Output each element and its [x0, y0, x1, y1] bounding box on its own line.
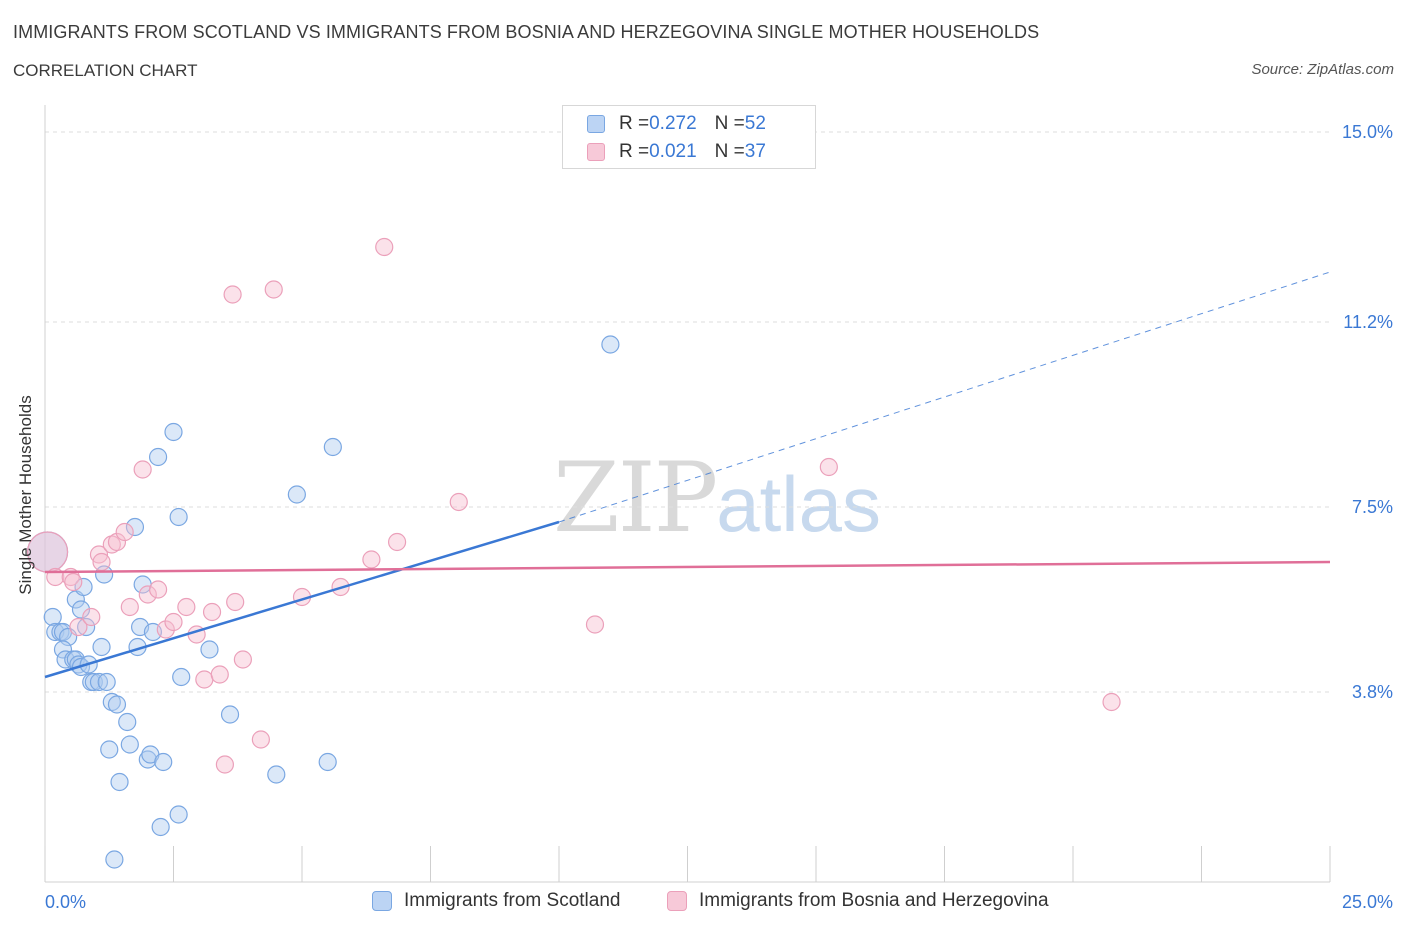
bosnia-point: [449, 492, 468, 512]
bosnia-point: [387, 532, 407, 552]
bosnia-point: [82, 607, 101, 627]
bosnia-point: [120, 597, 139, 617]
watermark-zip: ZIP: [553, 442, 718, 554]
scotland-point: [220, 705, 240, 724]
bosnia-point: [133, 460, 152, 479]
scotland-point: [267, 765, 286, 784]
bottom-legend-bosnia[interactable]: Immigrants from Bosnia and Herzegovina: [667, 890, 1049, 912]
bottom-legend-swatch-bosnia: [667, 891, 687, 911]
bosnia-point: [233, 650, 252, 669]
scotland-point: [74, 577, 93, 597]
legend-swatch-bosnia: [587, 143, 605, 161]
scotland-point: [92, 637, 111, 657]
bottom-legend: Immigrants from Scotland Immigrants from…: [0, 890, 1406, 916]
legend-n-value-scotland: 52: [744, 113, 766, 134]
legend-n-value-bosnia: 37: [744, 141, 766, 162]
scotland-point: [118, 712, 137, 732]
chart-subtitle: CORRELATION CHART: [13, 61, 198, 80]
watermark: ZIPatlas: [553, 442, 881, 554]
scotland-point: [164, 422, 183, 442]
bosnia-point: [164, 612, 183, 632]
chart-title: IMMIGRANTS FROM SCOTLAND VS IMMIGRANTS F…: [13, 22, 1040, 42]
scotland-point: [323, 437, 342, 457]
scotland-point: [169, 507, 188, 527]
scotland-point: [97, 672, 116, 692]
bosnia-point: [1102, 692, 1121, 712]
watermark-atlas: atlas: [716, 460, 881, 548]
bosnia-point: [64, 572, 83, 592]
legend-swatch-scotland: [587, 115, 605, 133]
legend-n-label: N =: [714, 141, 745, 162]
scotland-point: [107, 695, 127, 714]
scotland-point: [172, 667, 191, 687]
y-tick-label: 11.2%: [1343, 312, 1393, 332]
legend-n-label: N =: [714, 113, 745, 134]
legend-r-value-bosnia: 0.021: [649, 141, 697, 162]
legend-r-label: R =: [619, 141, 650, 162]
bosnia-point: [115, 522, 134, 542]
scotland-point: [43, 607, 62, 627]
bottom-legend-scotland[interactable]: Immigrants from Scotland: [372, 890, 620, 912]
legend-row-scotland: R = 0.272 N = 52: [587, 112, 766, 136]
scotland-point: [102, 692, 121, 712]
scotland-point: [110, 772, 129, 792]
bosnia-point: [585, 615, 605, 634]
scotland-trend-line: [44, 520, 560, 679]
bosnia-point: [195, 670, 214, 689]
scotland-point: [151, 817, 170, 837]
scotland-point: [169, 805, 188, 824]
y-tick-label: 7.5%: [1352, 497, 1393, 517]
bosnia-point: [107, 532, 127, 552]
bosnia-point: [138, 585, 157, 604]
y-tick-label: 15.0%: [1342, 122, 1393, 142]
bosnia-point: [156, 620, 175, 639]
scotland-point: [318, 752, 337, 772]
scotland-trend-extension: [558, 271, 1331, 523]
bottom-legend-label-bosnia: Immigrants from Bosnia and Herzegovina: [699, 890, 1049, 911]
bosnia-point: [362, 550, 381, 569]
y-axis-label: Single Mother Households: [16, 395, 35, 595]
stats-legend: R = 0.272 N = 52 R = 0.021 N = 37: [562, 105, 816, 169]
bosnia-point: [92, 552, 111, 572]
scotland-point: [71, 600, 91, 619]
bosnia-point: [223, 285, 242, 304]
bosnia-point: [69, 617, 88, 637]
bosnia-point: [264, 280, 283, 299]
x-tick-label: 25.0%: [1342, 892, 1393, 912]
scotland-point: [120, 735, 139, 754]
legend-r-value-scotland: 0.272: [649, 113, 697, 134]
scotland-point: [89, 672, 109, 692]
scotland-point: [287, 485, 306, 504]
source-label: Source: ZipAtlas.com: [1251, 61, 1394, 78]
scotland-point: [200, 640, 219, 659]
bosnia-point: [177, 597, 196, 617]
y-tick-label: 3.8%: [1352, 682, 1393, 702]
bosnia-point: [215, 755, 234, 774]
bosnia-point: [210, 665, 229, 684]
bosnia-point: [148, 580, 168, 599]
x-tick-label: 0.0%: [45, 892, 86, 912]
bosnia-point: [102, 535, 121, 554]
scotland-point: [601, 335, 620, 354]
scotland-point: [105, 850, 124, 869]
scotland-point: [148, 447, 168, 467]
scotland-point: [77, 617, 96, 637]
bottom-legend-swatch-scotland: [372, 891, 392, 911]
scotland-point: [100, 740, 119, 759]
bosnia-point: [819, 457, 838, 477]
bosnia-trend-line: [44, 560, 1331, 574]
scotland-point: [125, 517, 145, 537]
bottom-legend-label-scotland: Immigrants from Scotland: [404, 890, 621, 911]
scotland-point: [138, 750, 157, 769]
legend-r-label: R =: [619, 113, 650, 134]
scotland-point: [154, 752, 173, 772]
legend-row-bosnia: R = 0.021 N = 37: [587, 140, 766, 164]
bosnia-point: [251, 730, 270, 749]
scotland-point: [84, 672, 103, 692]
bosnia-point: [226, 592, 245, 612]
bosnia-point: [375, 237, 394, 257]
bosnia-point: [202, 602, 222, 622]
